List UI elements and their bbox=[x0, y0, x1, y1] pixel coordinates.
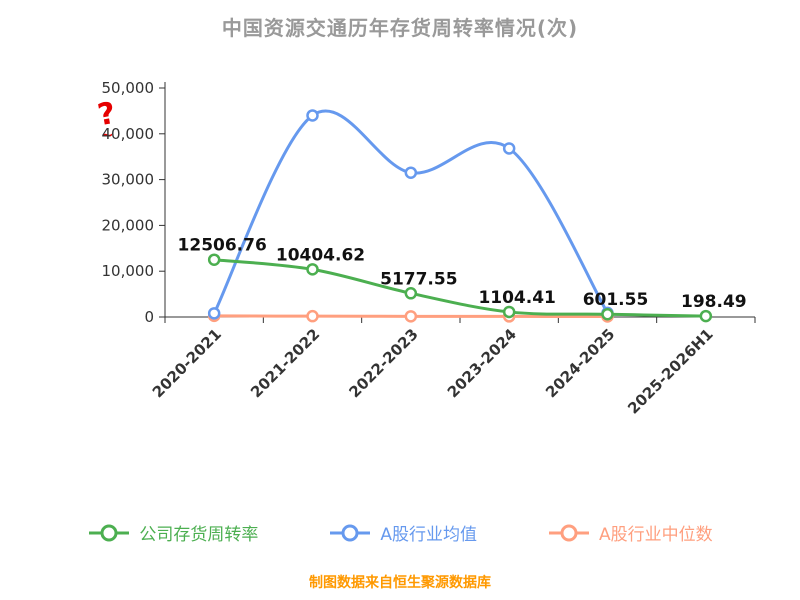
svg-text:2021-2022: 2021-2022 bbox=[247, 325, 323, 401]
legend-item-1[interactable]: A股行业均值 bbox=[328, 520, 477, 545]
svg-text:2024-2025: 2024-2025 bbox=[542, 325, 618, 401]
svg-text:2025-2026H1: 2025-2026H1 bbox=[624, 325, 716, 417]
svg-text:2023-2024: 2023-2024 bbox=[444, 325, 520, 401]
svg-text:198.49: 198.49 bbox=[681, 292, 747, 312]
svg-text:2020-2021: 2020-2021 bbox=[149, 325, 225, 401]
svg-text:1104.41: 1104.41 bbox=[478, 288, 555, 308]
chart-title: 中国资源交通历年存货周转率情况(次) bbox=[221, 16, 579, 40]
svg-text:10404.62: 10404.62 bbox=[276, 245, 365, 265]
legend-line-marker-icon bbox=[89, 524, 130, 541]
svg-text:12506.76: 12506.76 bbox=[178, 236, 267, 256]
svg-text:10,000: 10,000 bbox=[102, 262, 155, 280]
svg-text:0: 0 bbox=[144, 308, 154, 326]
data-source-caption: 制图数据来自恒生聚源数据库 bbox=[309, 575, 491, 591]
watermark-accent: ~ bbox=[101, 126, 114, 144]
legend-line-marker-icon bbox=[330, 524, 371, 541]
svg-text:40,000: 40,000 bbox=[102, 125, 155, 143]
svg-text:5177.55: 5177.55 bbox=[380, 269, 457, 289]
line-chart: 0 10,000 20,000 30,000 40,000 50,000 2020-2021… bbox=[102, 79, 756, 418]
svg-text:20,000: 20,000 bbox=[102, 216, 155, 234]
legend-label: 公司存货周转率 bbox=[139, 525, 259, 545]
legend-label: A股行业中位数 bbox=[599, 525, 713, 545]
svg-text:2022-2023: 2022-2023 bbox=[345, 325, 421, 401]
legend-item-2[interactable]: A股行业中位数 bbox=[547, 520, 713, 545]
svg-text:50,000: 50,000 bbox=[102, 79, 155, 97]
svg-text:601.55: 601.55 bbox=[583, 290, 649, 310]
legend-line-marker-icon bbox=[549, 524, 589, 541]
legend-label: A股行业均值 bbox=[380, 525, 477, 545]
question-mark-watermark: ? ~ bbox=[95, 96, 118, 144]
legend-item-0[interactable]: 公司存货周转率 bbox=[87, 520, 258, 545]
svg-text:30,000: 30,000 bbox=[102, 171, 155, 189]
chart-legend: 公司存货周转率 A股行业均值 A股行业中位数 bbox=[0, 520, 800, 545]
